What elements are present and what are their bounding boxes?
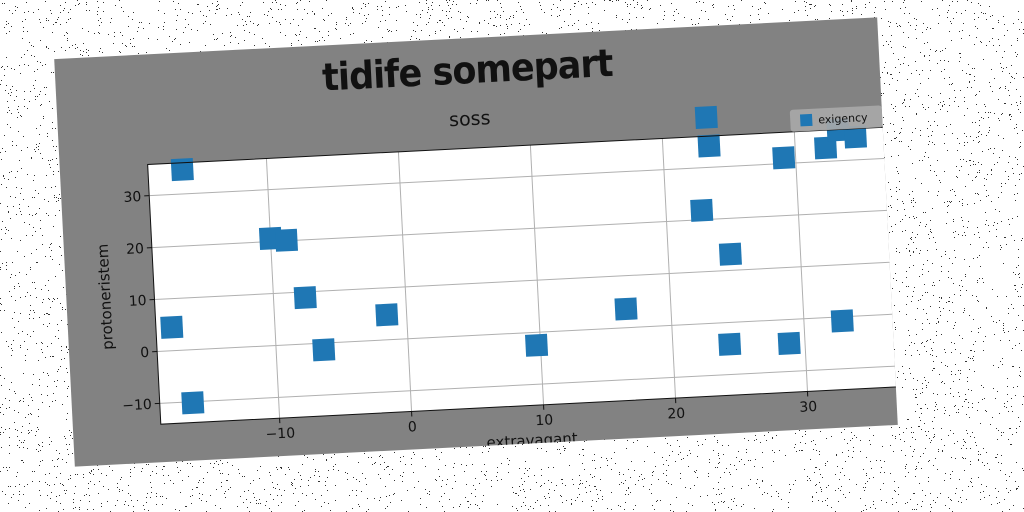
data-point xyxy=(697,134,721,158)
y-tick-label: 10 xyxy=(128,293,147,310)
x-gridline xyxy=(661,138,677,399)
data-point xyxy=(160,315,184,339)
y-tick-label: 30 xyxy=(123,189,142,206)
data-point xyxy=(718,242,742,266)
data-point xyxy=(694,105,718,130)
data-point xyxy=(170,157,194,182)
data-point xyxy=(614,297,638,321)
plot-area xyxy=(147,127,898,425)
data-point xyxy=(375,303,399,327)
legend-label: exigency xyxy=(818,111,869,127)
x-gridline xyxy=(265,158,281,419)
y-gridline xyxy=(157,313,897,352)
x-gridline xyxy=(397,151,413,412)
data-point xyxy=(525,333,549,357)
x-tick-label: 10 xyxy=(535,412,554,429)
legend-box xyxy=(789,105,883,132)
data-point xyxy=(814,136,838,160)
data-point xyxy=(772,146,796,170)
chart-figure: tidife somepart soss −10 0 10 20 30 −10 0 10 20 3… xyxy=(54,17,898,467)
data-point xyxy=(777,331,801,355)
x-tick-label: −10 xyxy=(265,425,295,442)
y-tick-label: 0 xyxy=(140,345,150,361)
legend-marker xyxy=(799,113,813,127)
y-gridline xyxy=(154,261,894,301)
x-gridline xyxy=(793,131,808,392)
x-gridline xyxy=(529,145,545,405)
y-gridline xyxy=(149,157,889,197)
data-point xyxy=(274,228,298,252)
y-tick-label: 20 xyxy=(126,241,145,258)
data-point xyxy=(843,125,868,149)
x-tick-label: 0 xyxy=(408,419,418,435)
data-point xyxy=(718,332,742,356)
y-gridline xyxy=(159,365,898,404)
y-tick-label: −10 xyxy=(122,397,152,414)
scatter-plot: −10 0 10 20 30−100102030extravagantprotoneri… xyxy=(94,105,898,452)
data-point xyxy=(312,338,336,362)
data-point xyxy=(690,198,714,222)
x-tick-label: 30 xyxy=(799,399,818,416)
data-point xyxy=(181,391,205,415)
data-point xyxy=(293,286,317,310)
x-tick-label: 20 xyxy=(667,406,686,423)
y-axis-label: protoneristem xyxy=(94,243,117,350)
data-point xyxy=(830,309,854,333)
